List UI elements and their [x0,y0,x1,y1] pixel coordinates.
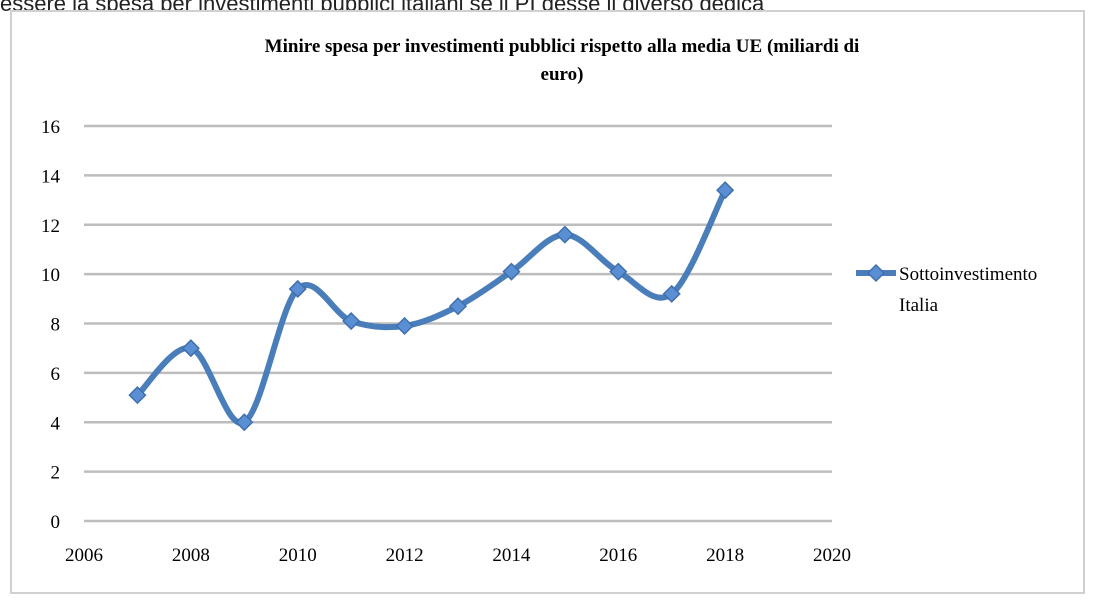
y-tick-label: 4 [51,413,61,434]
data-point-marker [128,386,147,405]
x-tick-label: 2006 [65,545,103,566]
data-point-marker [448,297,468,316]
x-tick-label: 2010 [279,545,317,566]
data-point-marker [342,311,361,331]
y-tick-label: 14 [41,166,61,187]
data-point-marker [181,339,200,358]
y-tick-label: 10 [41,265,60,286]
data-point-marker [716,181,735,200]
data-point-marker [288,279,307,298]
x-tick-label: 2016 [599,545,637,566]
y-tick-label: 0 [51,512,61,533]
y-tick-label: 16 [41,117,60,138]
overflow-caption-text: essere la spesa per investimenti pubblic… [0,0,1093,11]
data-point-marker [235,413,254,432]
chart-title-line2: euro) [541,64,584,85]
x-tick-label: 2020 [813,545,851,566]
legend-label-line2: Italia [899,295,939,316]
legend-marker-swatch [866,263,886,283]
data-point-marker [395,316,414,336]
x-tick-label: 2012 [386,545,424,566]
x-tick-label: 2018 [706,545,744,566]
y-tick-label: 2 [51,463,61,484]
legend-label-line1: Sottoinvestimento [899,264,1037,285]
data-point-marker [502,262,521,281]
data-point-marker [555,225,574,244]
x-axis-ticks: 2006 2008 2010 2012 2014 2016 2018 2020 [65,545,851,566]
chart-title-line1: Minire spesa per investimenti pubblici r… [265,36,860,57]
y-tick-label: 6 [51,364,61,385]
chart-frame [10,10,1085,594]
y-tick-label: 8 [51,315,61,336]
data-point-marker [609,262,628,281]
y-tick-label: 12 [41,216,60,237]
y-axis-ticks: 0 2 4 6 8 10 12 14 16 [41,117,61,533]
x-tick-label: 2008 [172,545,210,566]
x-tick-label: 2014 [492,545,531,566]
gridlines [84,124,832,523]
series-group [128,181,735,432]
data-point-marker [662,284,681,303]
legend: Sottoinvestimento Italia [856,263,1037,316]
